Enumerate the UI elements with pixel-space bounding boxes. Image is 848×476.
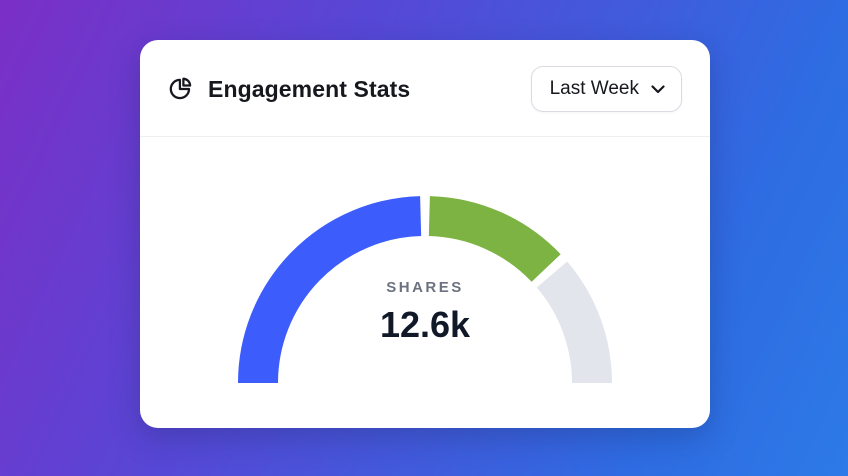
period-dropdown-label: Last Week [549, 78, 639, 99]
gauge-area: SHARES 12.6k [140, 137, 710, 428]
chevron-down-icon [651, 78, 665, 100]
pie-chart-icon [168, 76, 194, 102]
gauge-value: 12.6k [379, 304, 471, 345]
period-dropdown[interactable]: Last Week [530, 66, 682, 112]
card-header: Engagement Stats Last Week [140, 40, 710, 136]
card-title: Engagement Stats [208, 75, 411, 102]
gauge-center-text: SHARES 12.6k [140, 279, 710, 346]
gauge-label: SHARES [386, 279, 464, 296]
card-header-left: Engagement Stats [168, 76, 410, 103]
engagement-stats-card: Engagement Stats Last Week SHARES 12.6k [140, 40, 710, 428]
header-divider [140, 136, 710, 137]
gauge-segment-shares-blue [238, 196, 422, 384]
gauge-segment-remainder-gray [536, 261, 612, 384]
gauge-svg [238, 196, 612, 384]
gauge-segment-shares-green [428, 196, 561, 283]
